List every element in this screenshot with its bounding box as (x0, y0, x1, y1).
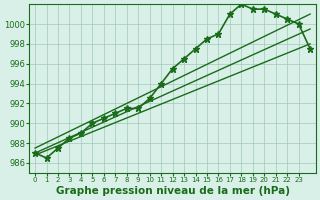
X-axis label: Graphe pression niveau de la mer (hPa): Graphe pression niveau de la mer (hPa) (56, 186, 290, 196)
